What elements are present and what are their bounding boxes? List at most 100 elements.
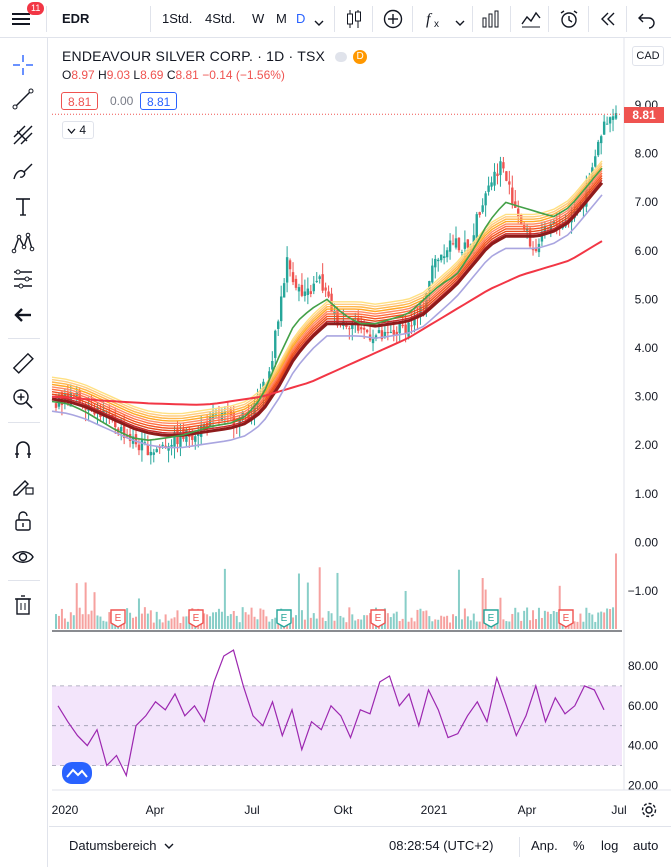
- candle-body: [484, 193, 487, 206]
- hide-drawings-tool[interactable]: [8, 542, 38, 572]
- volume-bar: [292, 617, 295, 629]
- interval-4h[interactable]: 4Std.: [205, 11, 236, 26]
- earnings-marker: [558, 609, 574, 628]
- undo-icon: [638, 13, 655, 29]
- templates-button[interactable]: [520, 8, 542, 35]
- remove-drawings-tool[interactable]: [8, 590, 38, 620]
- volume-bar: [413, 621, 416, 629]
- interval-day[interactable]: D: [296, 11, 306, 26]
- candle-body: [525, 229, 529, 231]
- volume-bar: [537, 607, 540, 629]
- price-chart[interactable]: E E E E E E9.008.007.006.005.004.003.002.001.…: [0, 38, 671, 828]
- replay-button[interactable]: [597, 8, 619, 35]
- candle-body: [490, 182, 493, 187]
- fib-tool[interactable]: [8, 120, 38, 150]
- volume-bar: [431, 621, 434, 629]
- volume-bar: [481, 578, 484, 629]
- prediction-tool[interactable]: [8, 264, 38, 294]
- undo-button[interactable]: [636, 8, 658, 35]
- magnet-tool[interactable]: [8, 434, 38, 464]
- screenshot-logo[interactable]: [62, 762, 92, 784]
- trend-line-tool[interactable]: [8, 84, 38, 114]
- measure-tool[interactable]: [8, 348, 38, 378]
- interval-week[interactable]: W: [252, 11, 265, 26]
- legend-menu-icon[interactable]: [335, 52, 348, 63]
- ma-ribbon-line: [51, 170, 603, 424]
- buy-price-button[interactable]: 8.81: [140, 92, 178, 110]
- volume-bar: [552, 610, 555, 629]
- volume-bar: [268, 621, 271, 629]
- candle-body: [407, 322, 410, 337]
- currency-button[interactable]: CAD: [632, 46, 664, 66]
- settings-button[interactable]: [640, 801, 658, 824]
- candle-body: [146, 445, 150, 456]
- pattern-tool[interactable]: [8, 228, 38, 258]
- trend-line-icon: [12, 88, 34, 110]
- low-value: 8.69: [140, 68, 164, 82]
- earnings-marker-label: E: [115, 613, 122, 624]
- volume-bar: [72, 615, 75, 629]
- volume-bar: [182, 616, 185, 629]
- volume-bar: [609, 609, 612, 629]
- eye-icon: [12, 551, 34, 563]
- volume-bar: [546, 611, 549, 629]
- alert-button[interactable]: [558, 8, 580, 35]
- adjust-button[interactable]: Anp.: [531, 838, 558, 853]
- brush-tool[interactable]: [8, 156, 38, 186]
- earnings-marker-label: E: [193, 613, 200, 624]
- chart-type-button[interactable]: [344, 8, 364, 35]
- interval-dropdown[interactable]: [314, 14, 324, 32]
- candle-body: [149, 451, 153, 456]
- menu-button[interactable]: [10, 8, 34, 30]
- volume-bar: [407, 621, 410, 629]
- candle-body: [395, 331, 398, 336]
- percent-button[interactable]: %: [573, 838, 585, 853]
- candles-icon: [347, 10, 361, 28]
- volume-bar: [126, 608, 129, 629]
- time-axis-label: Jul: [611, 803, 626, 817]
- clock[interactable]: 08:28:54 (UTC+2): [389, 838, 494, 853]
- date-range-button[interactable]: Datumsbereich: [69, 827, 174, 867]
- interval-1h[interactable]: 1Std.: [162, 11, 193, 26]
- volume-bar: [217, 608, 220, 629]
- symbol-search[interactable]: EDR: [62, 11, 90, 26]
- volume-bar: [170, 618, 173, 629]
- indicators-dropdown[interactable]: [455, 14, 465, 32]
- candle-body: [114, 417, 117, 428]
- compare-button[interactable]: [382, 8, 404, 35]
- volume-bar: [532, 610, 535, 629]
- text-tool[interactable]: [8, 192, 38, 222]
- crosshair-icon: [13, 55, 33, 75]
- auto-button[interactable]: auto: [633, 838, 659, 853]
- candle-body: [312, 283, 315, 292]
- candle-body: [466, 239, 470, 248]
- candle-body: [454, 238, 458, 248]
- price-axis-label: 7.00: [635, 195, 659, 209]
- collapse-indicators-button[interactable]: 4: [62, 121, 94, 139]
- hide-toolbar-button[interactable]: [8, 300, 38, 330]
- volume-bar: [410, 617, 413, 629]
- candle-body: [608, 117, 612, 124]
- volume-bar: [63, 618, 66, 629]
- volume-bar: [478, 621, 481, 629]
- candle-body: [478, 212, 481, 215]
- drawing-mode-tool[interactable]: [8, 470, 38, 500]
- candle-body: [143, 442, 147, 444]
- volume-bar: [499, 597, 502, 629]
- crosshair-tool[interactable]: [8, 50, 38, 80]
- candle-body: [336, 309, 339, 326]
- candle-body: [374, 335, 378, 339]
- financials-button[interactable]: [480, 8, 502, 35]
- log-button[interactable]: log: [601, 838, 619, 853]
- lock-drawings-tool[interactable]: [8, 506, 38, 536]
- zoom-tool[interactable]: [8, 384, 38, 414]
- candle-body: [321, 274, 324, 291]
- plus-circle-icon: [383, 9, 403, 29]
- sell-price-button[interactable]: 8.81: [61, 92, 99, 110]
- candle-body: [508, 181, 511, 185]
- volume-bar: [164, 614, 167, 629]
- volume-bar: [511, 613, 514, 629]
- interval-month[interactable]: M: [276, 11, 287, 26]
- symbol-legend: ENDEAVOUR SILVER CORP. · 1D · TSX D: [62, 48, 368, 65]
